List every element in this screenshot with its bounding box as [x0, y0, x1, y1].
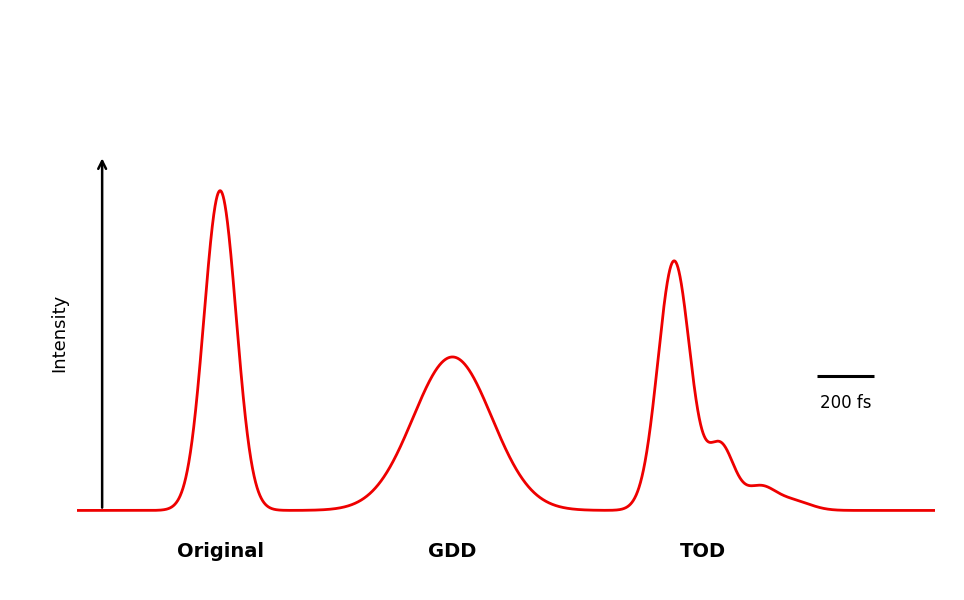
Text: TOD: TOD — [680, 542, 726, 562]
Text: Intensity: Intensity — [50, 294, 68, 372]
Text: 200 fs: 200 fs — [820, 394, 871, 412]
Text: Original: Original — [176, 542, 263, 562]
Text: GDD: GDD — [428, 542, 476, 562]
